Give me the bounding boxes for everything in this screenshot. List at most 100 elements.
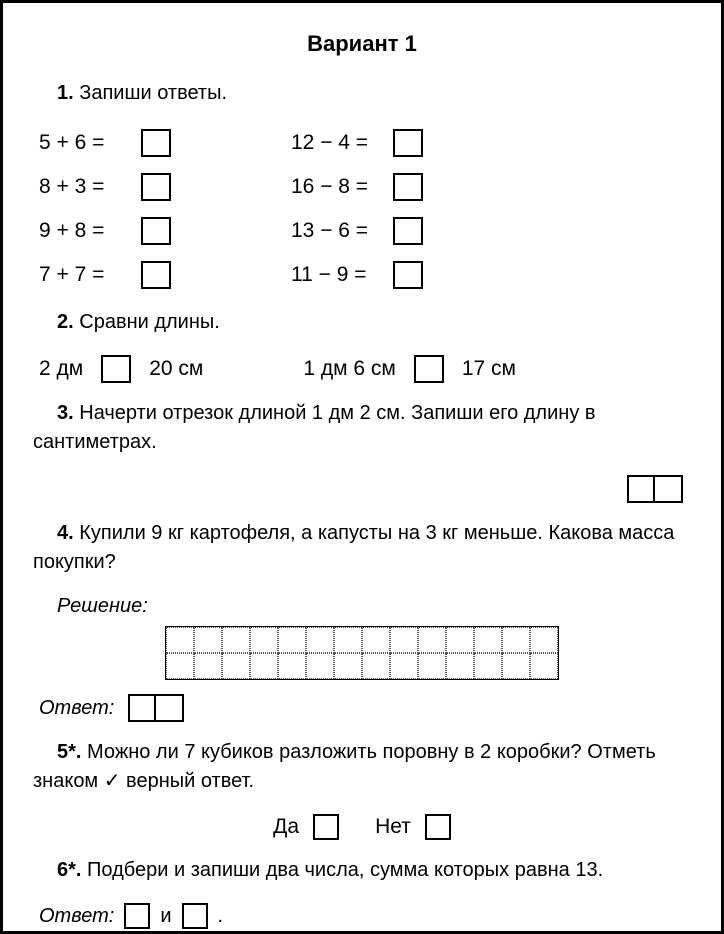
task1-number: 1. <box>57 82 74 104</box>
task4-answer-box[interactable] <box>128 694 184 722</box>
grid-cell[interactable] <box>502 627 530 653</box>
compare-left-1: 2 дм <box>39 357 83 381</box>
task2-number: 2. <box>57 311 74 333</box>
task6-intro: 6*. Подбери и запиши два числа, сумма ко… <box>33 856 691 885</box>
no-box[interactable] <box>425 814 451 840</box>
yes-box[interactable] <box>313 814 339 840</box>
task3-answer-box[interactable] <box>627 475 683 503</box>
grid-cell[interactable] <box>306 653 334 679</box>
task4-solution-grid[interactable] <box>165 626 559 680</box>
equation-text: 16 − 8 = <box>291 175 385 199</box>
compare-right-1: 20 см <box>149 357 203 381</box>
equation-text: 7 + 7 = <box>39 263 133 287</box>
grid-cell[interactable] <box>418 627 446 653</box>
answer-box[interactable] <box>141 129 171 157</box>
task4-answer-line: Ответ: <box>39 694 691 722</box>
no-label: Нет <box>375 815 411 839</box>
equation-line: 13 − 6 = <box>291 214 423 248</box>
grid-cell[interactable] <box>530 653 558 679</box>
task3-intro: 3. Начерти отрезок длиной 1 дм 2 см. Зап… <box>33 399 691 457</box>
answer-box[interactable] <box>393 129 423 157</box>
grid-cell[interactable] <box>222 653 250 679</box>
task4-solution-label: Решение: <box>57 595 691 618</box>
task3-answer-wrap <box>33 475 683 503</box>
task6-period: . <box>218 905 224 928</box>
grid-cell[interactable] <box>250 653 278 679</box>
answer-box[interactable] <box>141 261 171 289</box>
equation-line: 11 − 9 = <box>291 258 423 292</box>
equation-text: 13 − 6 = <box>291 219 385 243</box>
grid-cell[interactable] <box>446 627 474 653</box>
grid-cell[interactable] <box>530 627 558 653</box>
task5-number: 5*. <box>57 741 81 763</box>
equation-line: 9 + 8 = <box>39 214 171 248</box>
task6-answer-label: Ответ: <box>39 905 114 928</box>
grid-cell[interactable] <box>166 627 194 653</box>
worksheet-page: Вариант 1 1. Запиши ответы. 5 + 6 = 8 + 3… <box>0 0 724 934</box>
page-title: Вариант 1 <box>33 31 691 57</box>
grid-cell[interactable] <box>278 627 306 653</box>
task2-row: 2 дм 20 см 1 дм 6 см 17 см <box>39 355 691 383</box>
answer-box[interactable] <box>393 217 423 245</box>
grid-cell[interactable] <box>390 627 418 653</box>
compare-box-2[interactable] <box>414 355 444 383</box>
answer-box[interactable] <box>141 173 171 201</box>
answer-box[interactable] <box>393 173 423 201</box>
task6-answer-line: Ответ: и . <box>39 903 691 929</box>
grid-cell[interactable] <box>222 627 250 653</box>
task1-equations: 5 + 6 = 8 + 3 = 9 + 8 = 7 + 7 = 12 − 4 = 16 … <box>39 126 691 292</box>
task3-number: 3. <box>57 402 74 424</box>
task4-prompt: Купили 9 кг картофеля, а капусты на 3 кг… <box>33 522 674 573</box>
grid-cell[interactable] <box>334 653 362 679</box>
task2-prompt: Сравни длины. <box>79 311 220 333</box>
task6-box-2[interactable] <box>182 903 208 929</box>
grid-cell[interactable] <box>194 627 222 653</box>
compare-right-2: 17 см <box>462 357 516 381</box>
task2-intro: 2. Сравни длины. <box>33 308 691 337</box>
yes-label: Да <box>273 815 299 839</box>
task3-prompt: Начерти отрезок длиной 1 дм 2 см. Запиши… <box>33 402 596 453</box>
task6-number: 6*. <box>57 859 81 881</box>
grid-cell[interactable] <box>334 627 362 653</box>
grid-cell[interactable] <box>474 627 502 653</box>
equation-text: 11 − 9 = <box>291 263 385 287</box>
grid-cell[interactable] <box>502 653 530 679</box>
grid-cell[interactable] <box>362 653 390 679</box>
task4-grid-wrap <box>33 626 691 680</box>
equation-text: 12 − 4 = <box>291 131 385 155</box>
grid-cell[interactable] <box>166 653 194 679</box>
equation-line: 8 + 3 = <box>39 170 171 204</box>
equation-line: 16 − 8 = <box>291 170 423 204</box>
task5-intro: 5*. Можно ли 7 кубиков разложить поровну… <box>33 738 691 796</box>
task5-choices: Да Нет <box>33 814 691 840</box>
answer-box[interactable] <box>393 261 423 289</box>
grid-cell[interactable] <box>362 627 390 653</box>
grid-cell[interactable] <box>474 653 502 679</box>
grid-cell[interactable] <box>194 653 222 679</box>
task1-intro: 1. Запиши ответы. <box>33 79 691 108</box>
grid-cell[interactable] <box>418 653 446 679</box>
task1-right-column: 12 − 4 = 16 − 8 = 13 − 6 = 11 − 9 = <box>291 126 423 292</box>
equation-line: 7 + 7 = <box>39 258 171 292</box>
equation-text: 8 + 3 = <box>39 175 133 199</box>
task6-prompt: Подбери и запиши два числа, сумма которы… <box>87 859 603 881</box>
compare-left-2: 1 дм 6 см <box>303 357 396 381</box>
grid-cell[interactable] <box>446 653 474 679</box>
task4-answer-label: Ответ: <box>39 697 114 720</box>
task6-conj: и <box>160 905 171 928</box>
equation-line: 12 − 4 = <box>291 126 423 160</box>
grid-cell[interactable] <box>278 653 306 679</box>
task5-prompt: Можно ли 7 кубиков разложить поровну в 2… <box>33 741 656 792</box>
grid-cell[interactable] <box>250 627 278 653</box>
grid-cell[interactable] <box>390 653 418 679</box>
task6-box-1[interactable] <box>124 903 150 929</box>
equation-text: 5 + 6 = <box>39 131 133 155</box>
grid-cell[interactable] <box>306 627 334 653</box>
equation-line: 5 + 6 = <box>39 126 171 160</box>
task1-left-column: 5 + 6 = 8 + 3 = 9 + 8 = 7 + 7 = <box>39 126 171 292</box>
answer-box[interactable] <box>141 217 171 245</box>
compare-box-1[interactable] <box>101 355 131 383</box>
task4-number: 4. <box>57 522 74 544</box>
task4-intro: 4. Купили 9 кг картофеля, а капусты на 3… <box>33 519 691 577</box>
equation-text: 9 + 8 = <box>39 219 133 243</box>
